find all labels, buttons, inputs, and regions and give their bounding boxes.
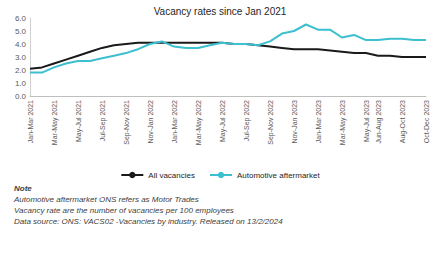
- svg-text:Mar-May 2021: Mar-May 2021: [51, 100, 59, 145]
- svg-text:Aug-Oct 2023: Aug-Oct 2023: [399, 100, 407, 143]
- svg-text:5.0: 5.0: [15, 27, 27, 36]
- svg-text:Jan-Mar 2021: Jan-Mar 2021: [27, 100, 34, 143]
- svg-text:Nov-Jan 2023: Nov-Jan 2023: [291, 100, 298, 144]
- svg-text:3.0: 3.0: [15, 53, 27, 62]
- svg-text:May-Jul 2021: May-Jul 2021: [75, 100, 83, 142]
- svg-text:Automotive aftermarket: Automotive aftermarket: [237, 171, 320, 180]
- svg-text:1.0: 1.0: [15, 79, 27, 88]
- svg-text:May-Jul 2022: May-Jul 2022: [219, 100, 227, 142]
- svg-text:Mar-May 2022: Mar-May 2022: [195, 100, 203, 145]
- svg-text:Jul-Sep 2021: Jul-Sep 2021: [99, 100, 107, 141]
- svg-text:Data source: ONS: VACS02 -Vaca: Data source: ONS: VACS02 -Vacancies by i…: [14, 217, 283, 226]
- svg-text:2.0: 2.0: [15, 66, 27, 75]
- svg-text:Sep-Nov 2021: Sep-Nov 2021: [123, 100, 131, 145]
- svg-text:Vacancy rate are the number of: Vacancy rate are the number of vacancies…: [14, 206, 234, 215]
- svg-text:Nov-Jan 2022: Nov-Jan 2022: [147, 100, 154, 144]
- svg-text:Note: Note: [14, 184, 32, 193]
- svg-text:0.0: 0.0: [15, 92, 27, 101]
- svg-text:4.0: 4.0: [15, 40, 27, 49]
- svg-text:All vacancies: All vacancies: [148, 171, 195, 180]
- svg-text:Jun-Aug 2023: Jun-Aug 2023: [375, 100, 383, 144]
- svg-text:Oct-Dec 2023: Oct-Dec 2023: [423, 100, 430, 143]
- svg-text:Sep-Nov 2022: Sep-Nov 2022: [267, 100, 275, 145]
- svg-text:Vacancy rates since Jan 2021: Vacancy rates since Jan 2021: [154, 6, 287, 17]
- svg-text:Jul-Sep 2022: Jul-Sep 2022: [243, 100, 251, 141]
- svg-text:Automotive aftermarket ONS ref: Automotive aftermarket ONS refers as Mot…: [13, 195, 199, 204]
- svg-text:Jan-Mar 2022: Jan-Mar 2022: [171, 100, 178, 143]
- svg-text:Jan-Mar 2023: Jan-Mar 2023: [315, 100, 322, 143]
- svg-text:May-Jul 2023: May-Jul 2023: [363, 100, 371, 142]
- svg-text:6.0: 6.0: [15, 14, 27, 23]
- svg-text:Mar-May 2023: Mar-May 2023: [339, 100, 347, 145]
